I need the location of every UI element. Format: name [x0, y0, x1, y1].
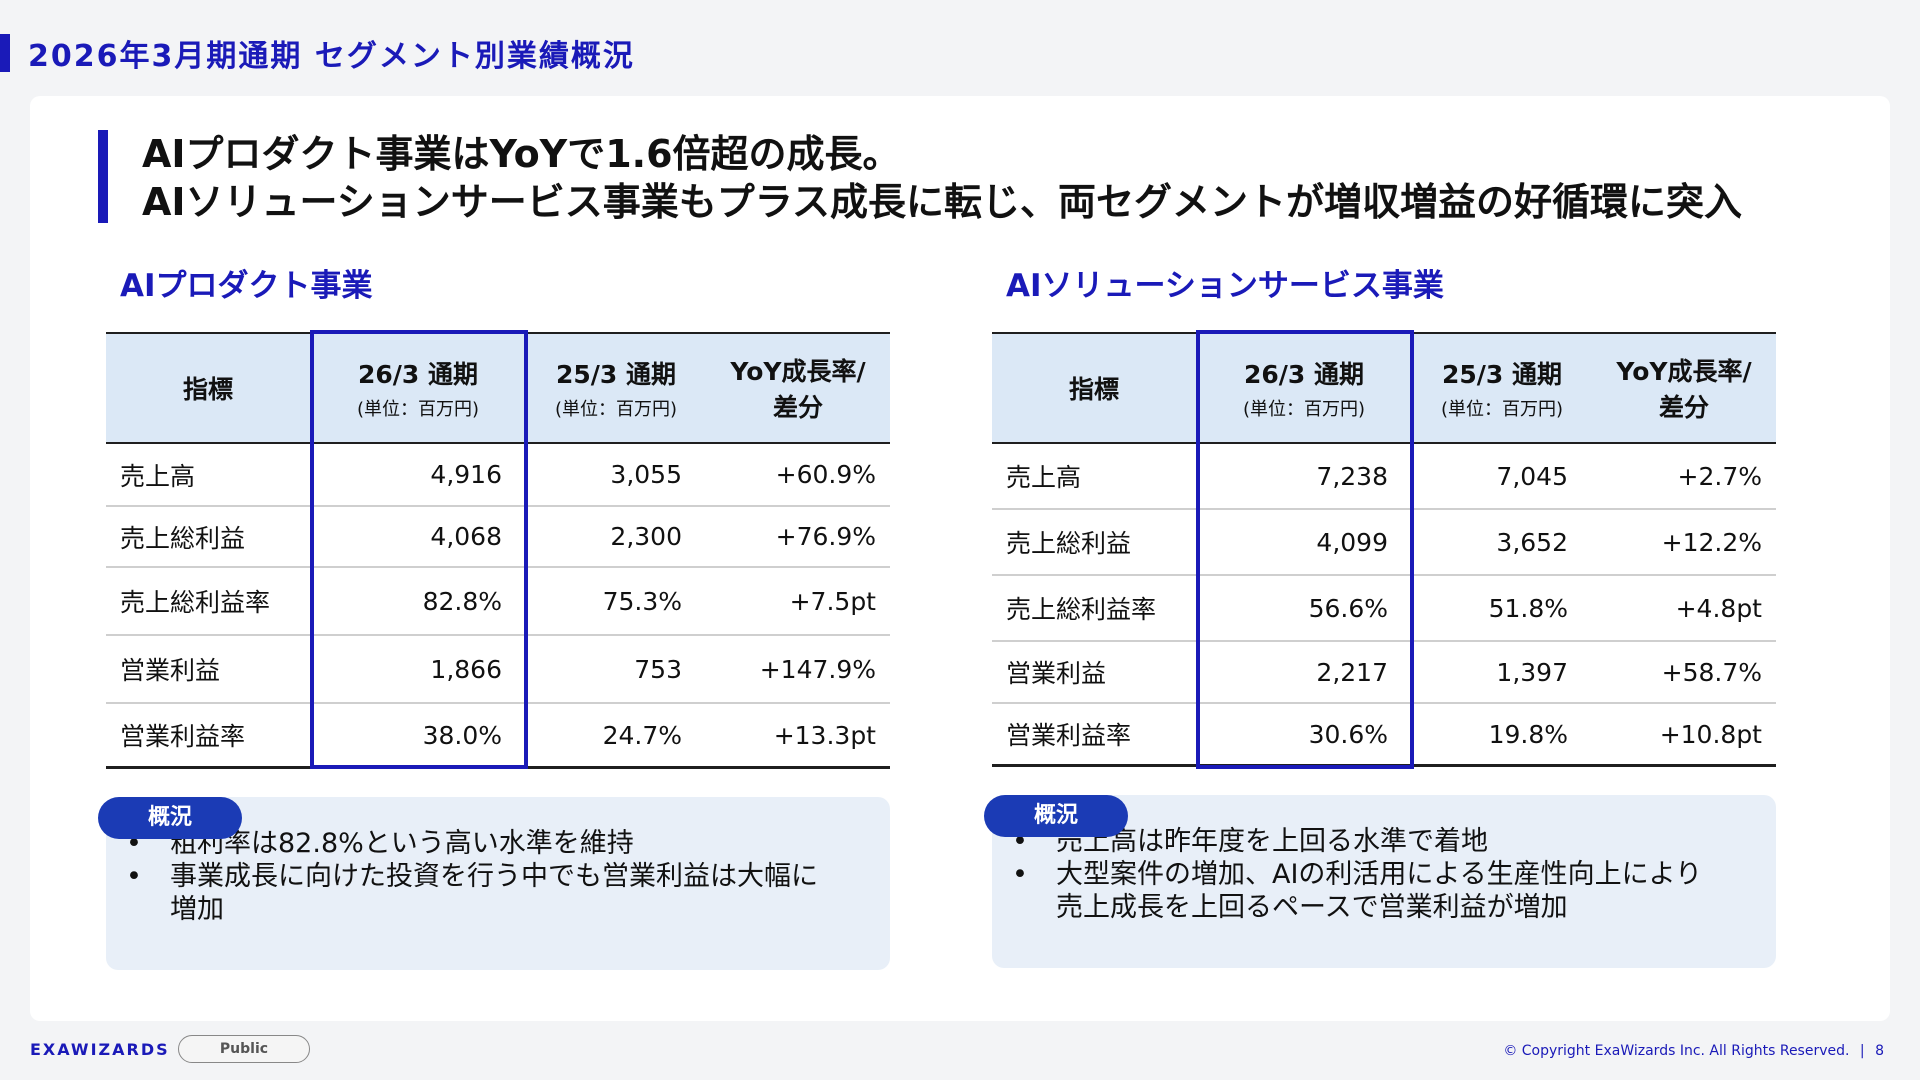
table-row: 売上総利益率 82.8% 75.3% +7.5pt [106, 568, 890, 636]
summary-bullet: • 粗利率は82.8%という高い水準を維持 [126, 828, 634, 859]
summary: 概況 • 粗利率は82.8%という高い水準を維持 • 事業成長に向けた投資を行う… [98, 797, 890, 970]
slide-title: 2026年3月期通期 セグメント別業績概況 [0, 34, 635, 74]
header-yoy: YoY成長率/差分 [730, 357, 866, 422]
table-row: 営業利益 2,217 1,397 +58.7% [992, 642, 1776, 704]
table-row: 売上高 7,238 7,045 +2.7% [992, 444, 1776, 510]
headline-line-1: AIプロダクト事業はYoYで1.6倍超の成長。 [142, 132, 901, 176]
table-row: 売上高 4,916 3,055 +60.9% [106, 444, 890, 507]
header-metric: 指標 [182, 375, 233, 404]
summary-bullet: • 売上高は昨年度を上回る水準で着地 [1012, 826, 1488, 857]
table-header: 指標 26/3 通期 (単位：百万円) 25/3 通期 (単位：百万円) YoY成長… [992, 332, 1776, 444]
headline-line-2: AIソリューションサービス事業もプラス成長に転じ、両セグメントが増収増益の好循環… [142, 180, 1743, 224]
header-current-fy: 26/3 通期 (単位：百万円) [356, 360, 480, 420]
title-accent-bar [0, 34, 10, 72]
table-row: 売上総利益 4,099 3,652 +12.2% [992, 510, 1776, 576]
header-yoy: YoY成長率/差分 [1616, 357, 1752, 422]
kpi-table: 指標 26/3 通期 (単位：百万円) 25/3 通期 (単位：百万円) YoY成長… [106, 330, 890, 769]
content-card: AIプロダクト事業はYoYで1.6倍超の成長。 AIソリューションサービス事業も… [30, 96, 1890, 1021]
table-row: 営業利益 1,866 753 +147.9% [106, 636, 890, 704]
header-prior-fy: 25/3 通期 (単位：百万円) [554, 360, 678, 420]
header-prior-fy: 25/3 通期 (単位：百万円) [1440, 360, 1564, 420]
table-row: 売上総利益 4,068 2,300 +76.9% [106, 507, 890, 568]
table-row: 売上総利益率 56.6% 51.8% +4.8pt [992, 576, 1776, 642]
summary-box: • 粗利率は82.8%という高い水準を維持 • 事業成長に向けた投資を行う中でも… [106, 797, 890, 970]
table-header: 指標 26/3 通期 (単位：百万円) 25/3 通期 (単位：百万円) YoY成長… [106, 332, 890, 444]
section-title: AIソリューションサービス事業 [1006, 268, 1444, 304]
summary-bullet: • 大型案件の増加、AIの利活用による生産性向上により 売上成長を上回るペースで営… [1012, 859, 1703, 923]
footer-copyright: © Copyright ExaWizards Inc. All Rights R… [1503, 1043, 1884, 1059]
table-row: 営業利益率 30.6% 19.8% +10.8pt [992, 704, 1776, 767]
summary-label: 概況 [984, 795, 1128, 837]
summary: 概況 • 売上高は昨年度を上回る水準で着地 • 大型案件の増加、AIの利活用によ… [984, 795, 1776, 968]
table-row: 営業利益率 38.0% 24.7% +13.3pt [106, 704, 890, 769]
header-current-fy: 26/3 通期 (単位：百万円) [1242, 360, 1366, 420]
slide-title-text: 2026年3月期通期 セグメント別業績概況 [28, 39, 635, 74]
page-number: 8 [1875, 1043, 1884, 1059]
classification-badge: Public [178, 1035, 310, 1063]
summary-label: 概況 [98, 797, 242, 839]
kpi-table: 指標 26/3 通期 (単位：百万円) 25/3 通期 (単位：百万円) YoY成長… [992, 330, 1776, 769]
section-ai-product: AIプロダクト事業 指標 26/3 通期 (単位：百万円) 25/3 通期 (単位：… [98, 266, 890, 970]
summary-bullet: • 事業成長に向けた投資を行う中でも営業利益は大幅に 増加 [126, 861, 818, 925]
company-logo: EXAWIZARDS [30, 1040, 170, 1059]
section-title: AIプロダクト事業 [120, 268, 373, 304]
section-ai-solution-service: AIソリューションサービス事業 指標 26/3 通期 (単位：百万円) 25/3 … [984, 266, 1776, 968]
header-metric: 指標 [1068, 375, 1119, 404]
headline: AIプロダクト事業はYoYで1.6倍超の成長。 AIソリューションサービス事業も… [98, 130, 1743, 224]
